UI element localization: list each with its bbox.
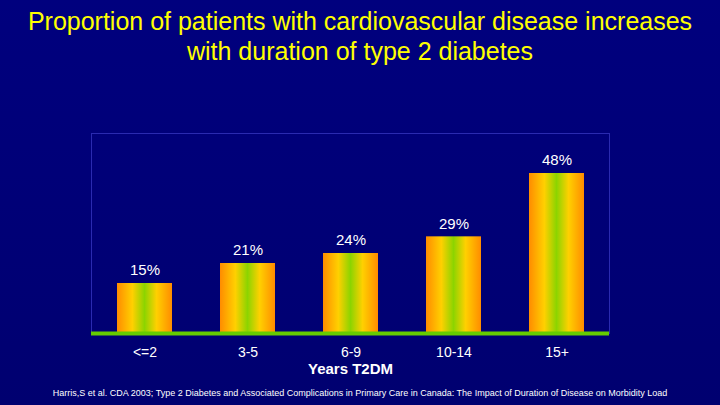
html-text:Harris,S et al. CDA 2003; Type: Harris,S et al. CDA 2003; Type 2 Diabete… (52, 388, 668, 398)
svg-text:48%: 48% (542, 151, 572, 168)
svg-text:24%: 24% (336, 231, 366, 248)
svg-text:Years T2DM: Years T2DM (308, 360, 393, 377)
svg-text:15%: 15% (130, 261, 160, 278)
svg-text:15+: 15+ (545, 344, 569, 360)
svg-text:29%: 29% (439, 215, 469, 232)
svg-text:3-5: 3-5 (238, 344, 258, 360)
svg-text:6-9: 6-9 (341, 344, 361, 360)
svg-text:21%: 21% (233, 241, 263, 258)
svg-text:<=2: <=2 (133, 344, 157, 360)
svg-text:10-14: 10-14 (436, 344, 472, 360)
html-text:Proportion of patients with ca: Proportion of patients with cardiovascul… (27, 7, 693, 65)
